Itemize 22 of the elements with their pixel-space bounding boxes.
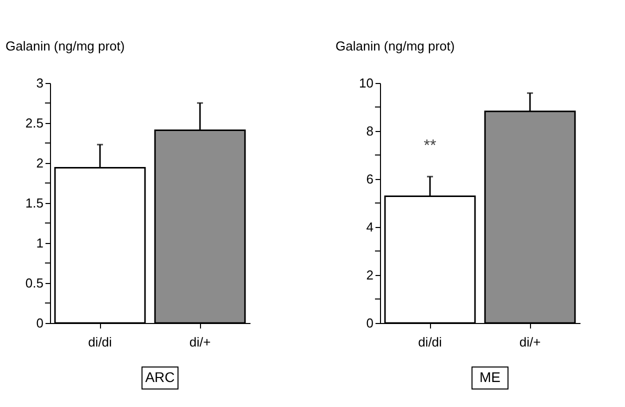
- y-tick-label: 6: [366, 172, 374, 186]
- y-tick-label: 1.5: [25, 196, 44, 210]
- y-tick-label: 0.5: [25, 276, 44, 290]
- y-tick-label: 3: [36, 76, 44, 90]
- y-tick-label: 2: [36, 156, 44, 170]
- x-tick-label: di/di: [418, 334, 442, 350]
- x-tick-label: di/di: [88, 334, 112, 350]
- y-tick-label: 4: [366, 220, 374, 234]
- y-tick-label: 2.5: [25, 116, 44, 130]
- annotation: **: [424, 137, 436, 154]
- y-tick-label: 1: [36, 236, 44, 250]
- y-axis-title: Galanin (ng/mg prot): [336, 38, 455, 54]
- y-tick-label: 8: [366, 124, 374, 138]
- x-tick-label: di/+: [189, 334, 211, 350]
- text: ME: [480, 369, 500, 385]
- y-tick-label: 2: [366, 268, 374, 282]
- y-tick-label: 0: [366, 316, 374, 330]
- y-tick-label: 10: [359, 76, 374, 90]
- y-axis-title: Galanin (ng/mg prot): [6, 38, 125, 54]
- x-tick-label: di/+: [519, 334, 541, 350]
- y-tick-label: 0: [36, 316, 44, 330]
- text: ARC: [145, 369, 175, 385]
